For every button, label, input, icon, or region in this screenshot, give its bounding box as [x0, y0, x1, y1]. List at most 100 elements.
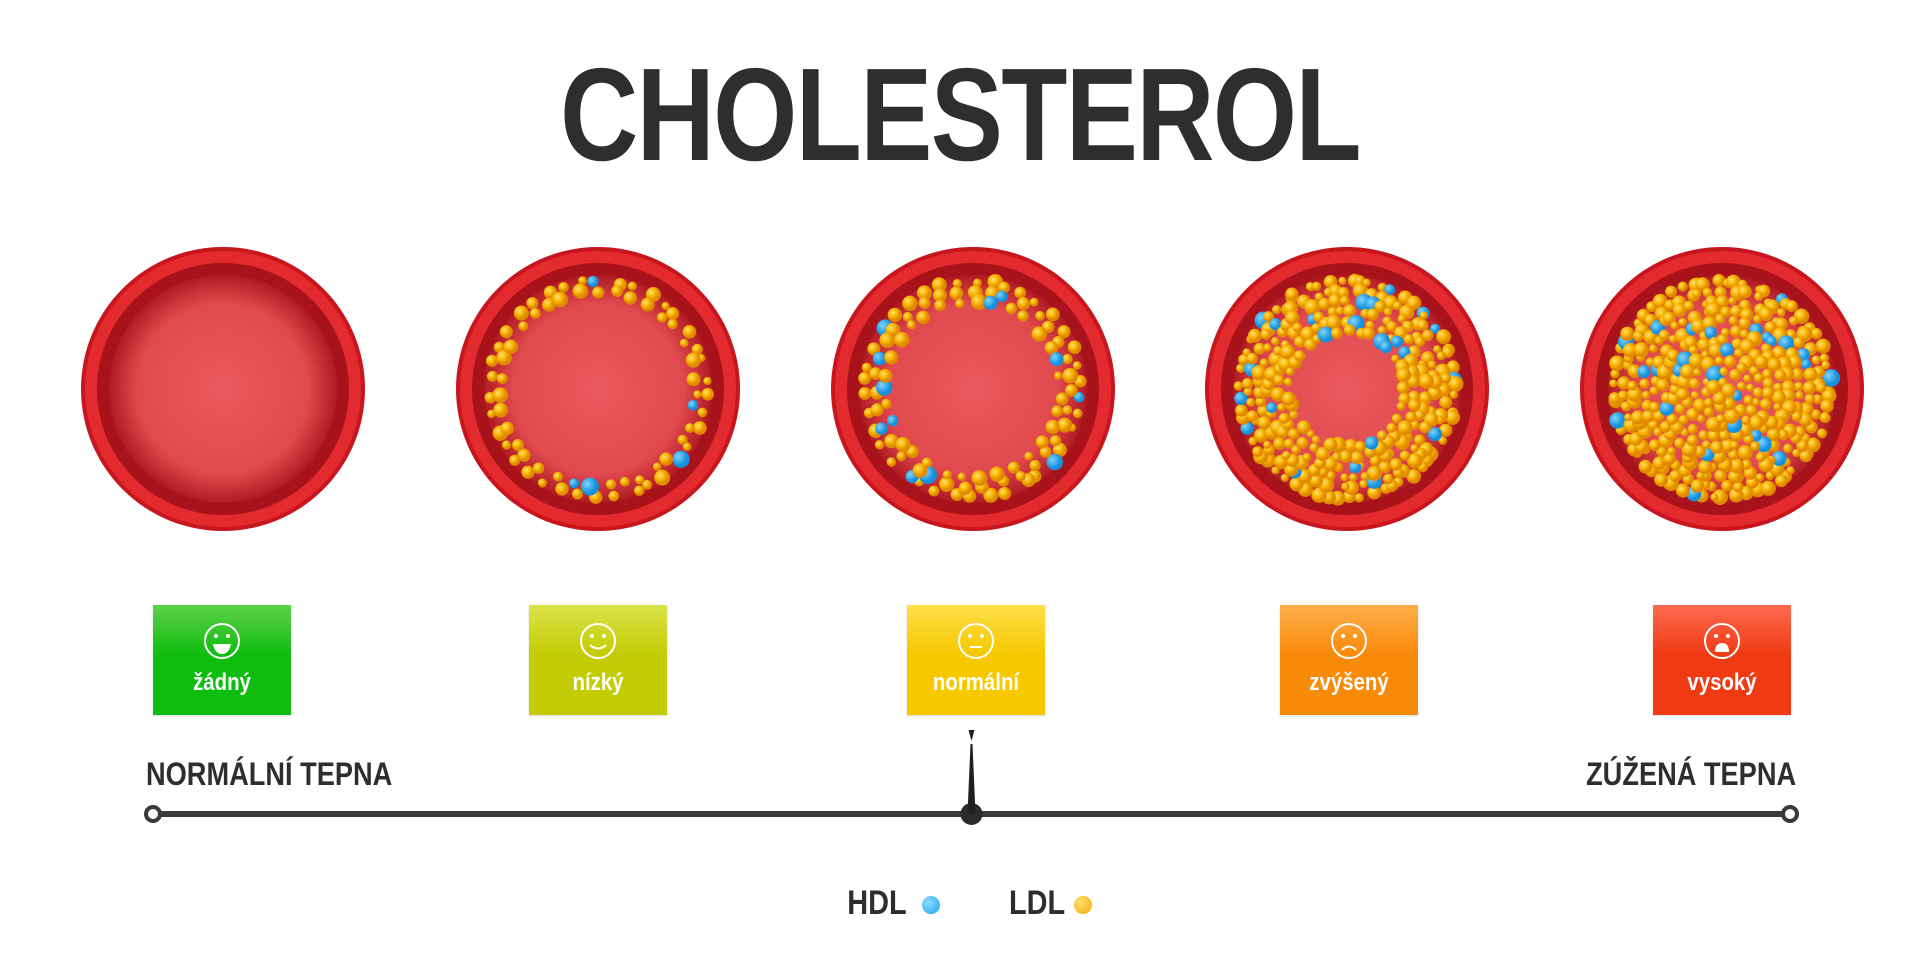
ldl-particle [1339, 449, 1353, 463]
ldl-particle [1753, 373, 1764, 383]
ldl-particle [1296, 436, 1309, 449]
ldl-particle [1248, 328, 1262, 343]
ldl-particle [1791, 368, 1804, 381]
ldl-particle [1714, 286, 1727, 299]
ldl-particle [1350, 451, 1364, 465]
ldl-particle [1730, 305, 1743, 318]
ldl-particle [1649, 386, 1659, 396]
ldl-particle [1341, 482, 1350, 491]
ldl-particle [1447, 376, 1464, 392]
ldl-particle [1233, 381, 1244, 391]
ldl-particle [1771, 345, 1787, 361]
ldl-particle [1707, 429, 1721, 442]
ldl-particle [1054, 371, 1063, 380]
ldl-particle [998, 281, 1010, 294]
ldl-particle [1693, 368, 1702, 377]
hdl-particle [1771, 451, 1787, 466]
ldl-particle [1766, 427, 1781, 442]
ldl-particle [1633, 342, 1649, 358]
legend-ldl-label: LDL [1008, 884, 1066, 922]
ldl-particle [1414, 434, 1425, 446]
hdl-particle [587, 275, 599, 288]
ldl-particle [1280, 344, 1296, 360]
ldl-particle [1416, 319, 1429, 331]
ldl-particle [1288, 428, 1300, 440]
ldl-particle [1289, 410, 1299, 420]
ldl-particle [693, 421, 707, 435]
ldl-particle [1609, 379, 1618, 388]
hdl-particle [1390, 335, 1403, 348]
ldl-particle [1666, 413, 1678, 425]
scale-indicator-needle [960, 730, 983, 825]
ldl-particle [1654, 472, 1669, 487]
ldl-particle [894, 332, 910, 348]
hdl-particle [1049, 352, 1064, 367]
ldl-particle [1743, 395, 1754, 406]
ldl-particle [1754, 355, 1769, 369]
ldl-particle [1414, 336, 1425, 347]
ldl-particle [1335, 306, 1345, 316]
ldl-particle [634, 485, 645, 496]
ldl-particle [1366, 465, 1382, 481]
ldl-particle [1743, 374, 1752, 383]
ldl-particle [496, 349, 512, 366]
hdl-particle [1676, 351, 1694, 369]
ldl-particle [1714, 356, 1724, 366]
ldl-particle [1706, 379, 1721, 395]
ldl-particle [1675, 387, 1690, 401]
ldl-particle [578, 276, 588, 285]
ldl-particle [1273, 374, 1285, 386]
ldl-particle [1257, 415, 1272, 430]
ldl-particle [1773, 403, 1782, 412]
ldl-particle [1775, 474, 1788, 488]
ldl-particle [1311, 435, 1320, 444]
ldl-particle [1062, 367, 1079, 384]
ldl-particle [1677, 281, 1688, 292]
ldl-particle [1773, 382, 1784, 393]
ldl-particle [1658, 329, 1670, 341]
ldl-particle [1710, 493, 1719, 502]
ldl-particle [677, 434, 688, 445]
smile-face-icon [580, 623, 616, 659]
level-badge-elevated: zvýšený [1280, 605, 1418, 715]
ldl-particle [1749, 365, 1760, 376]
hdl-particle [1428, 427, 1442, 442]
ldl-particle [654, 469, 671, 486]
ldl-particle [1378, 460, 1392, 474]
level-label: žádný [193, 669, 251, 696]
ldl-particle [1285, 310, 1300, 325]
ldl-particle [1035, 435, 1049, 449]
ldl-particle [934, 299, 946, 312]
ldl-particle [1659, 420, 1672, 433]
ldl-particle [1327, 306, 1338, 317]
ldl-particle [1045, 307, 1060, 322]
ldl-particle [1667, 446, 1676, 456]
ldl-particle [1821, 360, 1830, 370]
ldl-particle [1311, 281, 1322, 291]
ldl-particle [611, 285, 624, 297]
ldl-particle [1705, 301, 1722, 318]
ldl-particle [1067, 340, 1082, 354]
hdl-particle [1073, 392, 1085, 403]
hdl-particle [872, 351, 887, 366]
ldl-particle [896, 451, 907, 462]
ldl-particle [1610, 369, 1620, 379]
ldl-particle [1362, 326, 1375, 340]
ldl-particle [1281, 391, 1296, 406]
ldl-particle [1641, 390, 1651, 400]
ldl-particle [1765, 471, 1775, 481]
ldl-particle [1278, 412, 1290, 424]
ldl-particle [1309, 443, 1319, 453]
ldl-particle [1405, 411, 1417, 423]
ldl-particle [1309, 473, 1323, 488]
ldl-particle [1702, 440, 1711, 450]
ldl-particle [1662, 452, 1676, 466]
ldl-particle [1246, 410, 1259, 422]
ldl-particle [1263, 343, 1272, 352]
ldl-particle [685, 352, 701, 368]
level-label: vysoký [1687, 669, 1757, 696]
ldl-particle [1284, 377, 1293, 387]
ldl-particle [640, 297, 655, 312]
ldl-particle [1764, 321, 1777, 334]
ldl-particle [667, 318, 678, 330]
